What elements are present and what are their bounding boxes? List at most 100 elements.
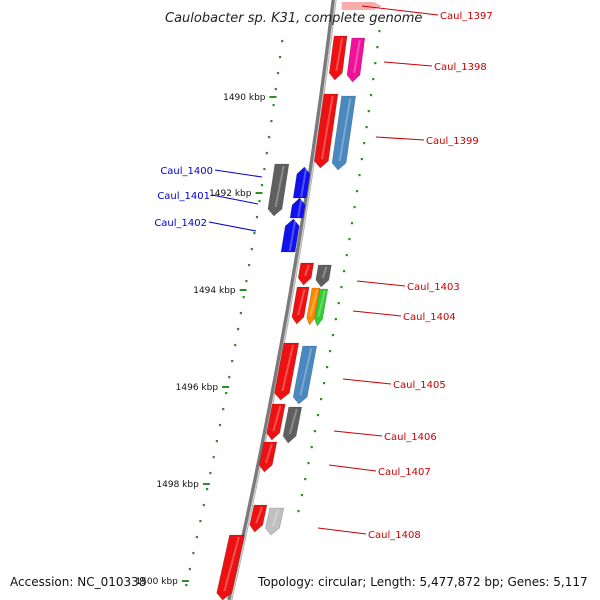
track-dot bbox=[310, 446, 313, 449]
track-dot bbox=[350, 222, 354, 225]
track-dot bbox=[374, 62, 377, 65]
gene-shade bbox=[300, 168, 307, 198]
track-dot bbox=[345, 254, 348, 257]
kbp-ticks: 1490 kbp 1492 kbp 1494 kbp 1496 kbp 1498 kbp… bbox=[135, 93, 277, 587]
gene-shade bbox=[288, 408, 298, 435]
track-dot bbox=[265, 152, 268, 155]
gene-feature bbox=[282, 406, 303, 444]
tick-label: 1492 kbp bbox=[209, 189, 252, 199]
track-dot bbox=[313, 430, 316, 433]
track-dot bbox=[331, 334, 335, 337]
track-dot bbox=[372, 78, 375, 81]
track-dot bbox=[263, 168, 266, 171]
track-dot bbox=[337, 302, 340, 305]
gene-shade bbox=[255, 506, 263, 524]
gene-label: Caul_1402 bbox=[154, 218, 207, 229]
track-dot bbox=[253, 232, 256, 235]
track-dot bbox=[222, 408, 225, 411]
track-dot bbox=[323, 382, 326, 385]
gene-shade bbox=[317, 290, 326, 318]
label-leader bbox=[208, 221, 257, 232]
gene-feature bbox=[306, 287, 321, 326]
gene-shade bbox=[304, 264, 310, 277]
track-dot bbox=[258, 200, 261, 203]
track-dot bbox=[212, 456, 215, 459]
gene-shade bbox=[271, 509, 280, 527]
track-dot bbox=[188, 568, 191, 571]
track-dot bbox=[192, 552, 195, 555]
gene-feature bbox=[265, 507, 285, 536]
gene-labels: Caul_1397 Caul_1398 Caul_1399 Caul_1400 Caul… bbox=[154, 11, 492, 541]
track-dot bbox=[340, 286, 343, 289]
gene-feature bbox=[331, 95, 356, 171]
gene-label: Caul_1403 bbox=[407, 282, 460, 293]
track-dot bbox=[242, 296, 245, 299]
track-dot bbox=[307, 462, 310, 465]
track-dot bbox=[343, 270, 346, 273]
gene-feature bbox=[292, 345, 318, 405]
gene-feature bbox=[274, 342, 300, 401]
track-dot bbox=[268, 136, 271, 139]
track-dot bbox=[206, 488, 209, 491]
track-dot bbox=[228, 376, 231, 379]
track-dot bbox=[356, 190, 359, 193]
gene-feature bbox=[328, 35, 348, 81]
track-dot bbox=[300, 494, 303, 497]
gene-feature bbox=[249, 504, 268, 533]
outer-dot-track bbox=[185, 30, 381, 587]
gene-shade bbox=[299, 347, 313, 396]
gene-shade bbox=[297, 199, 303, 218]
gene-shade bbox=[335, 37, 344, 72]
gene-shade bbox=[264, 443, 273, 464]
backbone-highlight bbox=[230, 0, 337, 600]
label-leader bbox=[317, 527, 367, 535]
gene-shade bbox=[281, 344, 295, 392]
track-dot bbox=[367, 110, 370, 113]
label-leader bbox=[342, 378, 392, 385]
gene-feature bbox=[280, 218, 300, 253]
track-dot bbox=[248, 264, 251, 267]
gene-feature bbox=[346, 37, 366, 83]
gene-shade bbox=[338, 97, 352, 162]
gene-feature bbox=[291, 286, 310, 325]
gene-label: Caul_1405 bbox=[393, 380, 446, 391]
gene-feature bbox=[267, 163, 290, 217]
backbone bbox=[227, 0, 337, 600]
gene-shade bbox=[320, 95, 334, 160]
track-dot bbox=[239, 312, 242, 315]
tick-label: 1496 kbp bbox=[176, 383, 219, 393]
track-dot bbox=[185, 584, 188, 587]
track-dot bbox=[202, 504, 205, 507]
track-dot bbox=[369, 94, 373, 97]
gene-shade bbox=[297, 288, 306, 316]
track-dot bbox=[353, 206, 356, 209]
track-dot bbox=[231, 360, 234, 363]
track-dot bbox=[304, 478, 307, 481]
track-dot bbox=[329, 350, 332, 353]
label-leader bbox=[333, 430, 383, 437]
gene-feature bbox=[266, 403, 286, 441]
tick-label: 1498 kbp bbox=[156, 480, 199, 490]
track-dot bbox=[279, 56, 282, 59]
track-dot bbox=[272, 104, 275, 107]
track-dot bbox=[225, 392, 228, 395]
gene-shade bbox=[274, 165, 285, 208]
gene-label: Caul_1404 bbox=[403, 312, 456, 323]
gene-shade bbox=[353, 39, 361, 74]
track-dot bbox=[316, 414, 320, 417]
track-dot bbox=[234, 344, 237, 347]
track-dot bbox=[237, 328, 240, 331]
genome-title: Caulobacter sp. K31, complete genome bbox=[165, 11, 423, 26]
label-leader bbox=[214, 169, 263, 178]
track-dot bbox=[365, 126, 368, 129]
track-dot bbox=[255, 216, 259, 219]
label-leader bbox=[356, 280, 406, 287]
gene-shade bbox=[288, 220, 297, 252]
gene-label: Caul_1398 bbox=[434, 62, 487, 73]
track-dot bbox=[274, 88, 277, 91]
tick-label: 1500 kbp bbox=[135, 577, 178, 587]
gene-feature bbox=[341, 2, 382, 10]
label-leaders bbox=[208, 5, 439, 535]
track-dot bbox=[281, 40, 284, 43]
track-dot bbox=[250, 248, 253, 251]
